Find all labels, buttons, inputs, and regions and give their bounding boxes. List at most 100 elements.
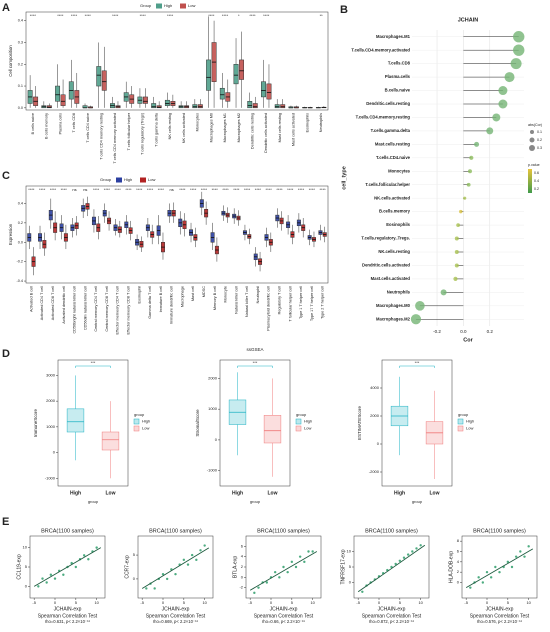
point [87,558,90,561]
y-tick-label: 4000 [370,385,380,390]
x-tick-label: B cells memory [45,113,49,139]
x-tick-label: Type 1 T helper cell [299,286,303,319]
significance: * [238,13,240,18]
x-tick-label: Type 2 T helper cell [321,286,325,319]
x-tick-label: Mast cell [191,286,195,301]
y-tick-label: 1000 [46,424,56,429]
panel-letter: B [340,4,348,16]
legend-label: Low [148,177,155,182]
chart-title: BRCA(1100 samples) [473,528,526,534]
point [278,576,281,579]
significance: **** [233,187,240,192]
point [37,585,40,588]
plot-frame [137,535,214,599]
x-tick-label: Effector memeory CD8 T cell [126,286,130,335]
dot [498,99,508,109]
x-tick-label: Immature B cell [159,286,163,313]
legend-label: Low [304,426,311,431]
y-tick-label: Monocytes [388,168,411,173]
significance: **** [147,187,154,192]
y-tick-label: 2000 [46,398,56,403]
y-axis-label: ImmuneScore [33,408,38,437]
x-tick-label: 5 [183,600,186,605]
x-tick-label: -5 [140,600,144,605]
box [233,64,239,85]
y-tick-label: 0 [349,580,352,585]
x-tick-label: -5 [356,600,360,605]
legend-swatch [133,425,140,432]
legend-swatch [116,177,122,183]
legend-title: group [134,412,145,417]
point [253,591,256,595]
point [53,577,57,580]
significance: ** [320,13,324,18]
point [174,572,177,576]
box [274,104,280,109]
legend-label: High [164,3,172,8]
panel-letter: E [2,516,9,528]
y-tick-label: T.cells.regulatory..Tregs. [361,236,410,241]
point [402,556,406,559]
x-tick-label: Activated CD4 T cell [40,286,44,320]
chart-title: BRCA(1100 samples) [149,528,202,534]
x-tick-label: Effector memeory CD4 T cell [116,286,120,335]
y-tick-label: 3000 [46,372,56,377]
legend-title: Group [140,3,152,8]
box [101,431,120,451]
x-tick-label: 5 [291,600,294,605]
point [394,562,397,566]
fit-line [141,547,210,589]
panel-letter: C [2,170,10,182]
x-tick-label: Monocytes [196,113,200,131]
x-tick-label: Natural killer cell [234,286,238,314]
point [199,549,202,552]
legend-dot [530,130,534,134]
significance-bracket [237,365,273,368]
x-tick-label: Mast cells activated [292,113,296,146]
color-bar [528,169,532,193]
test-label: Spearman Correlation Test [254,613,314,619]
point [489,576,493,579]
y-tick-label: T.cells.CD8 [388,61,411,66]
dot [504,72,515,83]
y-tick-label: T.cells.CD4.memory.resting [356,115,411,120]
x-tick-label: B cells naive [31,113,35,134]
x-tick-label: Macrophages M0 [209,113,213,142]
y-tick-label: 0.4 [18,201,23,205]
chart-title: ssGSEA [246,347,263,352]
y-tick-label: NK.cells.resting [378,249,410,254]
box [266,83,272,100]
point [45,581,48,584]
box [142,96,148,104]
x-tick-label: Central memory CD4 T cell [94,286,98,332]
y-tick-label: 0.0 [18,106,23,110]
box [192,104,198,109]
y-tick-label: 0 [25,583,28,588]
significance: **** [115,187,122,192]
x-tick-label: 10 [202,600,207,605]
significance: **** [249,13,256,18]
box [60,94,66,106]
point [514,555,518,558]
x-tick-label: Memory B cell [213,286,217,310]
x-tick-label: 10 [94,600,99,605]
panel-letter: D [2,348,10,360]
point [398,559,402,562]
x-tick-label: 5 [75,600,78,605]
legend-title: Group [100,177,112,182]
dot [498,86,508,96]
significance: **** [140,13,147,18]
stat-label: rho=0.669, p< 2.2×10⁻¹⁶ [153,619,199,624]
point [195,558,198,562]
x-tick-label: High [70,490,81,496]
y-tick-label: Macrophages.M2 [376,316,411,321]
x-tick-label: T cells gamma delta [154,112,158,147]
plot-frame [25,185,329,284]
dot [454,236,459,241]
point [294,565,298,569]
legend-swatch [457,425,464,432]
x-axis-label: group [250,499,261,504]
point [41,577,44,580]
y-tick-label: T.cells.CD4.memory.activated [351,47,410,52]
x-tick-label: NK cells activated [182,113,186,143]
